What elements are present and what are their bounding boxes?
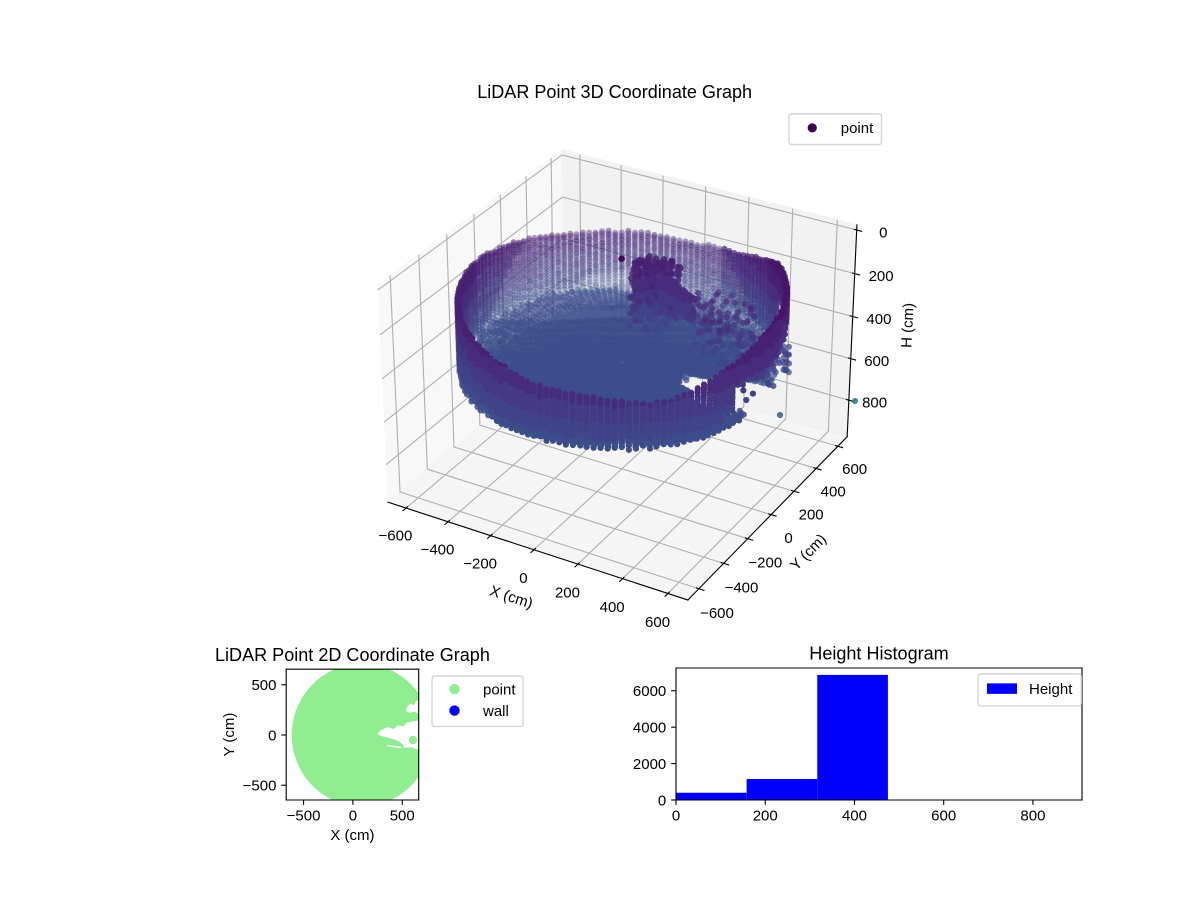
svg-text:400: 400 <box>600 599 625 616</box>
svg-text:600: 600 <box>645 614 670 631</box>
svg-text:0: 0 <box>784 530 792 547</box>
svg-text:0: 0 <box>349 808 357 825</box>
svg-text:−600: −600 <box>700 605 734 622</box>
svg-text:−500: −500 <box>287 808 321 825</box>
svg-text:−200: −200 <box>463 555 497 572</box>
svg-text:6000: 6000 <box>633 683 666 700</box>
svg-text:600: 600 <box>842 461 867 478</box>
svg-text:0: 0 <box>268 727 276 744</box>
svg-text:0: 0 <box>672 808 680 825</box>
svg-text:200: 200 <box>869 268 894 285</box>
svg-text:2000: 2000 <box>633 756 666 773</box>
svg-text:400: 400 <box>866 311 891 328</box>
svg-text:wall: wall <box>482 703 509 720</box>
svg-text:point: point <box>841 120 874 137</box>
svg-text:400: 400 <box>842 808 867 825</box>
svg-text:−200: −200 <box>748 554 782 571</box>
svg-text:400: 400 <box>821 483 846 500</box>
svg-text:X (cm): X (cm) <box>330 827 374 844</box>
svg-text:600: 600 <box>931 808 956 825</box>
svg-text:Height: Height <box>1029 681 1073 698</box>
svg-text:4000: 4000 <box>633 720 666 737</box>
svg-text:Height Histogram: Height Histogram <box>809 644 948 664</box>
svg-text:−400: −400 <box>725 579 759 596</box>
svg-text:200: 200 <box>753 808 778 825</box>
svg-text:0: 0 <box>658 792 666 809</box>
svg-text:0: 0 <box>879 225 887 242</box>
svg-text:−400: −400 <box>421 541 455 558</box>
svg-text:800: 800 <box>862 394 887 411</box>
svg-text:0: 0 <box>519 570 527 587</box>
svg-text:Y (cm): Y (cm) <box>221 713 238 757</box>
svg-text:200: 200 <box>799 506 824 523</box>
svg-text:500: 500 <box>390 808 415 825</box>
svg-text:H (cm): H (cm) <box>898 303 917 349</box>
svg-text:500: 500 <box>251 677 276 694</box>
svg-text:−600: −600 <box>379 527 413 544</box>
svg-text:point: point <box>483 681 516 698</box>
svg-text:200: 200 <box>555 584 580 601</box>
svg-text:−500: −500 <box>243 778 277 795</box>
svg-text:600: 600 <box>864 353 889 370</box>
svg-text:800: 800 <box>1020 808 1045 825</box>
svg-text:LiDAR Point 3D Coordinate Grap: LiDAR Point 3D Coordinate Graph <box>477 82 752 102</box>
svg-text:LiDAR Point 2D Coordinate Grap: LiDAR Point 2D Coordinate Graph <box>215 645 490 665</box>
